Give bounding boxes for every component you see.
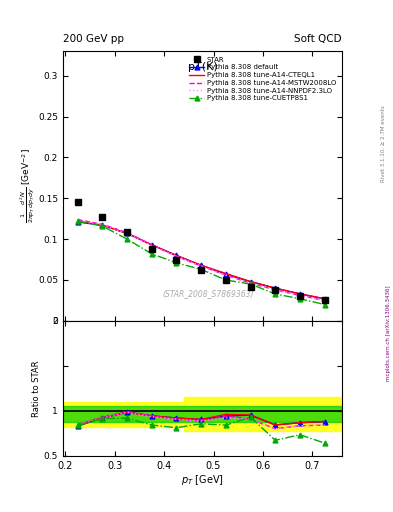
Pythia 8.308 tune-A14-MSTW2008LO [298,292,302,298]
Pythia 8.308 tune-A14-NNPDF2.3LO [273,287,277,293]
Pythia 8.308 tune-A14-CTEQL1 [322,296,327,302]
Pythia 8.308 default [273,285,277,291]
Pythia 8.308 tune-A14-CTEQL1 [224,270,228,276]
Text: mcplots.cern.ch [arXiv:1306.3436]: mcplots.cern.ch [arXiv:1306.3436] [386,285,391,380]
STAR [322,297,327,304]
Pythia 8.308 tune-A14-CTEQL1 [125,230,129,237]
X-axis label: $p_T$ [GeV]: $p_T$ [GeV] [181,473,224,487]
Pythia 8.308 default [149,242,154,248]
Pythia 8.308 tune-CUETP8S1 [125,236,129,242]
Pythia 8.308 default [125,230,129,237]
STAR [174,258,179,264]
Legend: STAR, Pythia 8.308 default, Pythia 8.308 tune-A14-CTEQL1, Pythia 8.308 tune-A14-: STAR, Pythia 8.308 default, Pythia 8.308… [187,55,338,103]
Pythia 8.308 tune-A14-NNPDF2.3LO [100,222,105,228]
Pythia 8.308 tune-A14-MSTW2008LO [224,272,228,278]
Line: Pythia 8.308 default: Pythia 8.308 default [75,220,327,301]
STAR [298,293,302,300]
Pythia 8.308 tune-CUETP8S1 [149,251,154,257]
Pythia 8.308 default [224,271,228,278]
Pythia 8.308 tune-A14-MSTW2008LO [322,297,327,304]
Pythia 8.308 tune-A14-CTEQL1 [75,218,80,224]
Pythia 8.308 tune-A14-NNPDF2.3LO [125,230,129,237]
Line: Pythia 8.308 tune-A14-CTEQL1: Pythia 8.308 tune-A14-CTEQL1 [78,221,325,299]
Line: Pythia 8.308 tune-A14-MSTW2008LO: Pythia 8.308 tune-A14-MSTW2008LO [78,220,325,301]
Pythia 8.308 default [298,291,302,297]
Pythia 8.308 tune-CUETP8S1 [75,218,80,224]
Line: Pythia 8.308 tune-A14-NNPDF2.3LO: Pythia 8.308 tune-A14-NNPDF2.3LO [78,220,325,301]
Pythia 8.308 tune-A14-NNPDF2.3LO [248,280,253,286]
Pythia 8.308 tune-CUETP8S1 [248,281,253,287]
Pythia 8.308 tune-A14-CTEQL1 [174,252,179,259]
Pythia 8.308 tune-A14-MSTW2008LO [125,229,129,236]
Text: pT(K): pT(K) [187,62,217,72]
Pythia 8.308 tune-CUETP8S1 [199,266,204,272]
Pythia 8.308 tune-A14-CTEQL1 [100,222,105,228]
Pythia 8.308 tune-CUETP8S1 [224,277,228,283]
Pythia 8.308 tune-A14-MSTW2008LO [273,287,277,293]
Pythia 8.308 tune-A14-MSTW2008LO [174,253,179,260]
Text: 200 GeV pp: 200 GeV pp [63,33,124,44]
Pythia 8.308 tune-A14-CTEQL1 [273,285,277,291]
Pythia 8.308 tune-A14-NNPDF2.3LO [298,292,302,298]
Pythia 8.308 tune-A14-NNPDF2.3LO [224,272,228,278]
STAR [199,267,204,273]
Pythia 8.308 default [100,222,105,228]
STAR [273,287,277,293]
Pythia 8.308 tune-A14-MSTW2008LO [100,221,105,227]
Pythia 8.308 tune-A14-CTEQL1 [199,262,204,268]
Pythia 8.308 tune-CUETP8S1 [298,296,302,302]
Pythia 8.308 tune-A14-MSTW2008LO [75,217,80,223]
STAR [149,246,154,252]
Pythia 8.308 tune-A14-CTEQL1 [149,242,154,248]
Pythia 8.308 tune-A14-MSTW2008LO [248,280,253,286]
Pythia 8.308 tune-A14-CTEQL1 [298,291,302,297]
Y-axis label: Ratio to STAR: Ratio to STAR [32,360,41,417]
Pythia 8.308 tune-A14-NNPDF2.3LO [322,297,327,304]
Pythia 8.308 default [199,262,204,268]
Pythia 8.308 tune-CUETP8S1 [322,302,327,308]
Pythia 8.308 default [174,252,179,259]
Pythia 8.308 tune-A14-NNPDF2.3LO [75,217,80,223]
Line: STAR: STAR [75,199,328,304]
Y-axis label: $\frac{1}{2\pi p_T} \frac{d^2N}{dp_T dy}$ [GeV$^{-2}$]: $\frac{1}{2\pi p_T} \frac{d^2N}{dp_T dy}… [18,148,37,223]
Pythia 8.308 tune-A14-NNPDF2.3LO [149,243,154,249]
STAR [125,229,129,235]
Pythia 8.308 default [75,219,80,225]
Pythia 8.308 tune-CUETP8S1 [273,291,277,297]
Pythia 8.308 tune-CUETP8S1 [100,223,105,229]
Text: Soft QCD: Soft QCD [294,33,342,44]
Pythia 8.308 tune-A14-MSTW2008LO [199,263,204,269]
Text: Rivet 3.1.10, ≥ 2.7M events: Rivet 3.1.10, ≥ 2.7M events [381,105,386,182]
Line: Pythia 8.308 tune-CUETP8S1: Pythia 8.308 tune-CUETP8S1 [75,219,327,307]
Text: (STAR_2008_S7869363): (STAR_2008_S7869363) [162,289,254,298]
Pythia 8.308 default [248,279,253,285]
STAR [248,284,253,290]
Pythia 8.308 tune-A14-NNPDF2.3LO [199,263,204,269]
STAR [75,199,80,205]
STAR [224,277,228,283]
Pythia 8.308 default [322,296,327,302]
Pythia 8.308 tune-A14-MSTW2008LO [149,242,154,248]
STAR [100,214,105,220]
Pythia 8.308 tune-A14-NNPDF2.3LO [174,253,179,260]
Pythia 8.308 tune-CUETP8S1 [174,260,179,266]
Pythia 8.308 tune-A14-CTEQL1 [248,279,253,285]
